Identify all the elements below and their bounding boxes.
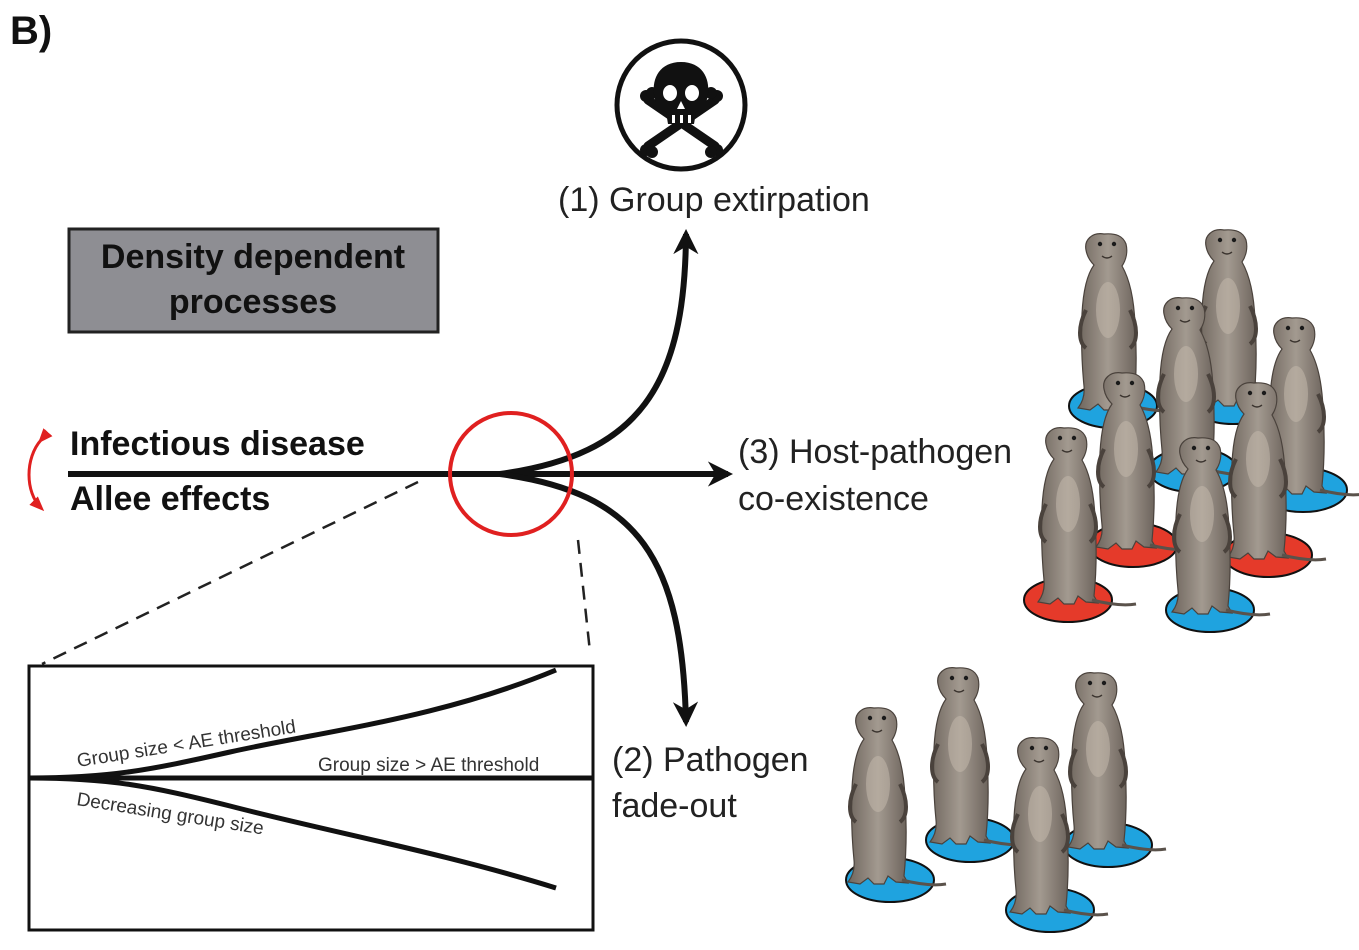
outcome-coexistence-line2: co-existence (738, 480, 929, 518)
arrow-to-fadeout (499, 471, 699, 728)
zoom-line-left (41, 480, 419, 666)
panel-label: B) (10, 9, 52, 53)
mongoose-icon (1165, 435, 1272, 633)
bifurcation-highlight (448, 411, 574, 537)
density-box-line1: Density dependent (101, 238, 405, 276)
interaction-arrow (27, 428, 53, 512)
density-dependent-box: Density dependent processes (67, 227, 440, 334)
outcome-fadeout-line2: fade-out (612, 787, 737, 825)
mongoose-icon (1063, 670, 1168, 868)
outcome-group-extirpation: (1) Group extirpation (558, 181, 870, 219)
density-box-line2: processes (169, 283, 337, 321)
mongoose-icon (845, 705, 948, 903)
mongoose-icon (1023, 425, 1138, 623)
zoom-line-right (576, 539, 592, 653)
inset-zoom-panel: Group size < AE threshold Group size > A… (27, 664, 595, 932)
mongoose-icon (1005, 735, 1110, 933)
skull-crossbones-icon (614, 38, 748, 172)
label-infectious-disease: Infectious disease (70, 425, 365, 463)
outcome-fadeout-line1: (2) Pathogen (612, 741, 809, 779)
arrow-to-extirpation (499, 228, 699, 477)
coexistence-mongoose-group (1023, 227, 1359, 633)
label-allee-effects: Allee effects (70, 480, 270, 518)
fadeout-mongoose-group (845, 665, 1168, 933)
outcome-coexistence-line1: (3) Host-pathogen (738, 433, 1012, 471)
inset-label-middle: Group size > AE threshold (318, 755, 539, 776)
